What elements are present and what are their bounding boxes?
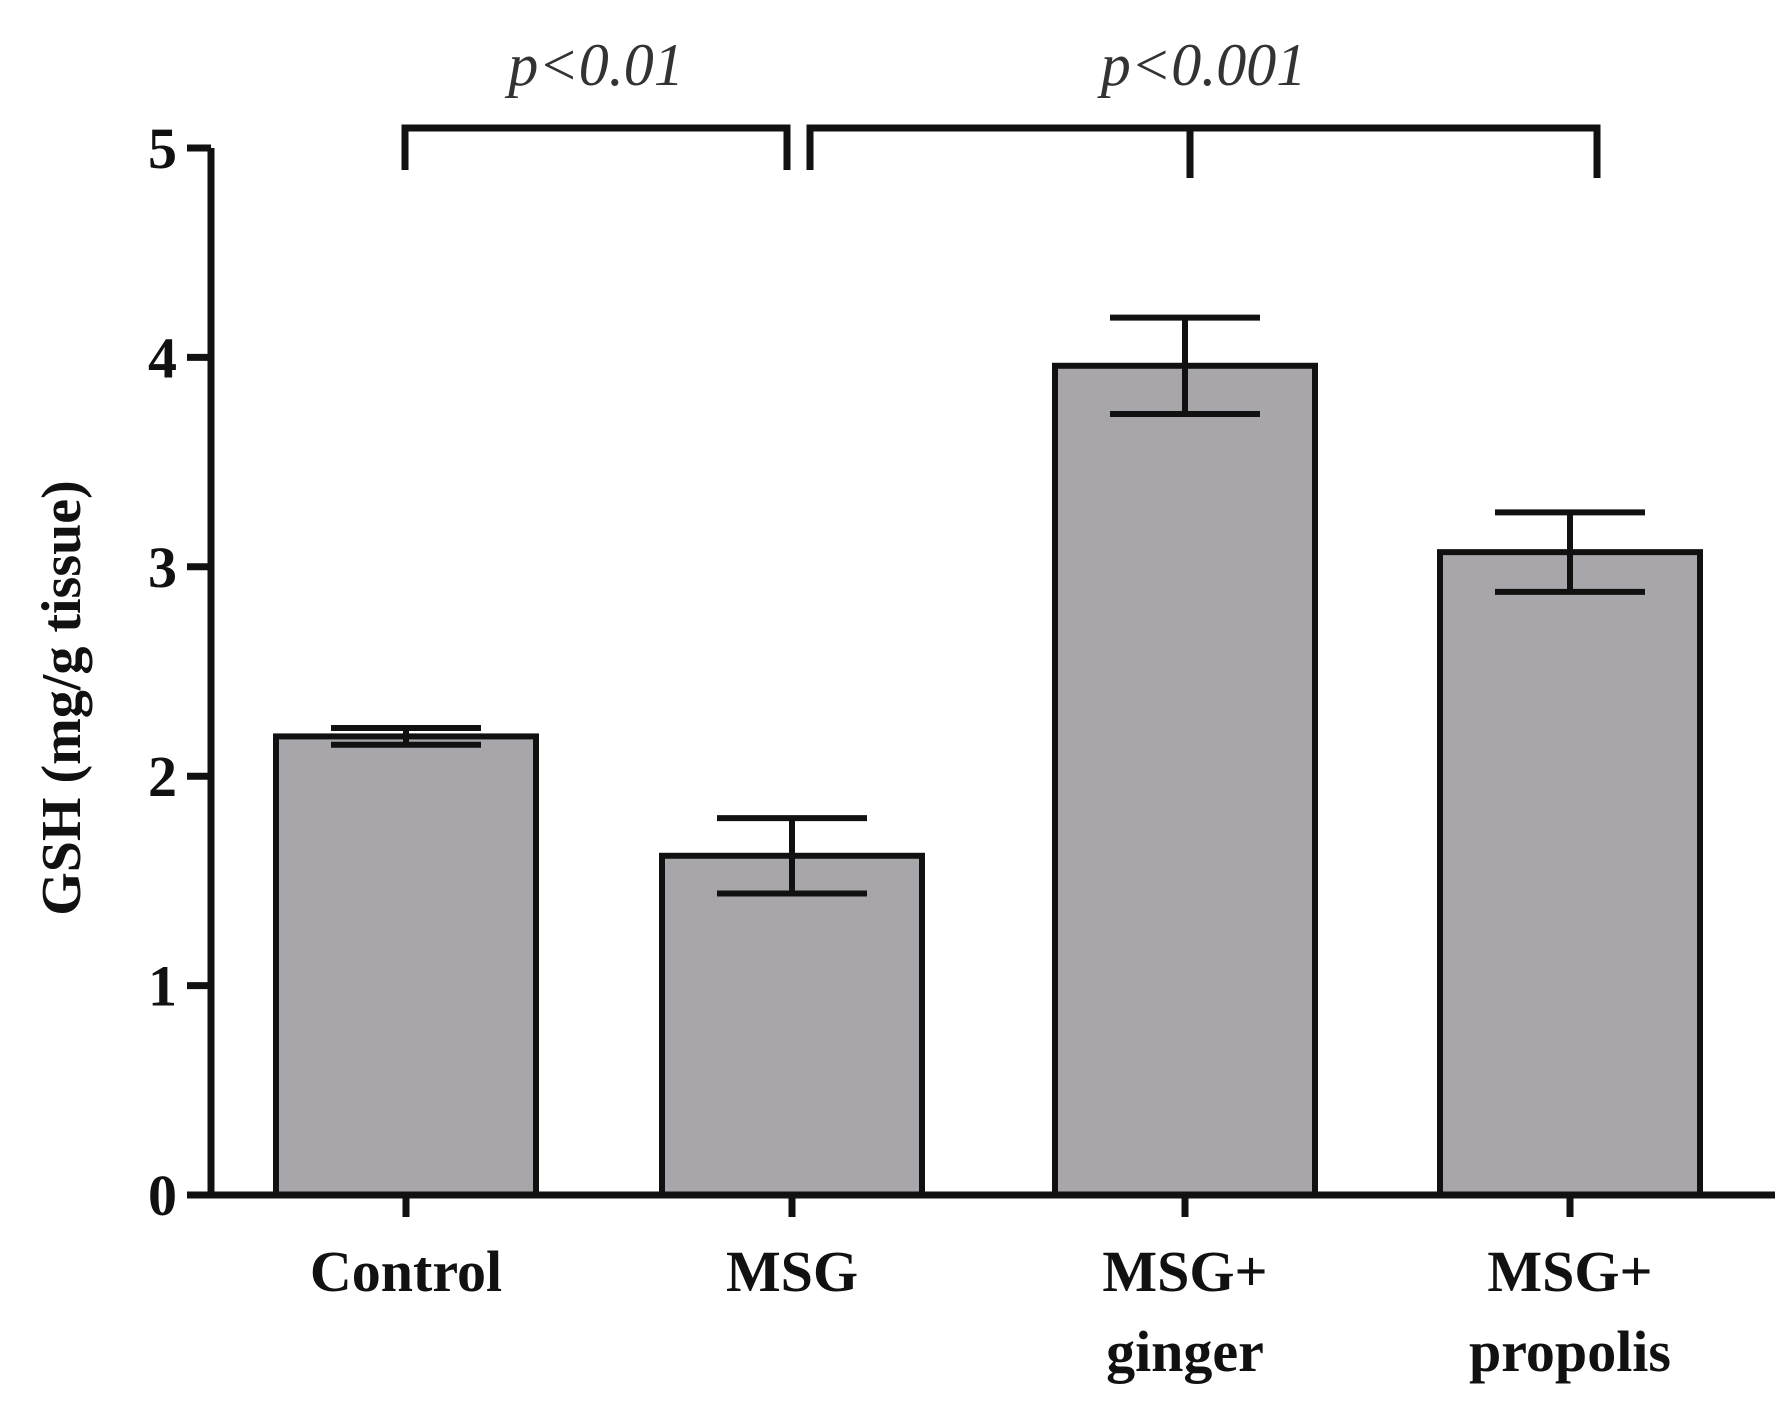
plot-area: 0 1 2 3 4 5 Control MSG MSG+ ginger MSG+ propolis p<… (148, 32, 1775, 1384)
significance-label-0: p<0.01 (504, 32, 684, 98)
y-tick-label-0: 0 (148, 1163, 177, 1228)
x-category-label-1: MSG (726, 1239, 858, 1304)
y-tick-label-2: 2 (148, 744, 177, 809)
x-category-label-2-line-0: MSG+ (1102, 1239, 1267, 1304)
bar-3 (1437, 549, 1703, 1198)
y-axis-title: GSH (mg/g tissue) (31, 480, 93, 916)
y-tick-label-1: 1 (148, 954, 177, 1019)
x-category-label-3-line-1: propolis (1469, 1319, 1671, 1384)
significance-bracket-0 (401, 124, 791, 170)
significance-bracket-1 (806, 124, 1601, 178)
bar-0 (273, 733, 539, 1198)
x-category-label-2-line-1: ginger (1106, 1319, 1264, 1384)
y-tick-label-4: 4 (148, 325, 177, 390)
bar-2 (1052, 362, 1318, 1198)
significance-label-1: p<0.001 (1097, 32, 1307, 98)
bar-1 (659, 852, 925, 1198)
y-tick-label-5: 5 (148, 116, 177, 181)
y-tick-label-3: 3 (148, 535, 177, 600)
x-category-label-3-line-0: MSG+ (1487, 1239, 1652, 1304)
x-category-label-0: Control (310, 1239, 502, 1304)
